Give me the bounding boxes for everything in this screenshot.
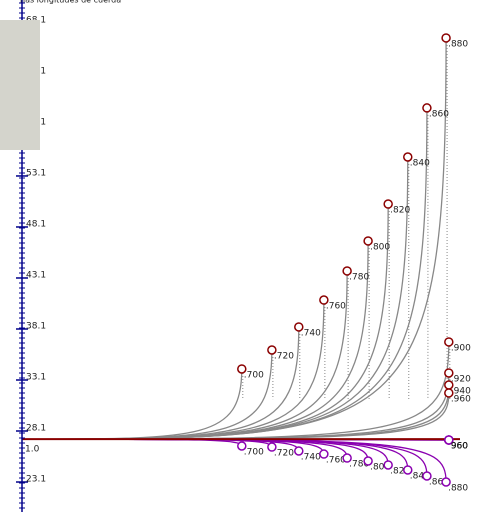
point-label: .960 <box>451 394 471 404</box>
point <box>403 152 413 162</box>
point-label: .760 <box>326 456 346 466</box>
y-tick-label: 38.1 <box>26 321 46 331</box>
y-tick-label: 33.1 <box>26 372 46 382</box>
point <box>319 449 329 459</box>
point-label: 960 <box>451 441 468 451</box>
point-label: .860 <box>429 477 449 487</box>
y-tick-label: 53.1 <box>26 168 46 178</box>
point <box>441 477 451 487</box>
point-label: .820 <box>390 466 410 476</box>
point <box>294 446 304 456</box>
chart-title: nas longitudes de cuerda <box>20 0 121 5</box>
curve <box>21 204 389 440</box>
point-label: .740 <box>301 328 321 338</box>
point-label: .720 <box>274 449 294 459</box>
point <box>422 471 432 481</box>
point <box>444 368 454 378</box>
curve <box>21 240 369 440</box>
curve <box>21 300 325 440</box>
point-label: .940 <box>451 386 471 396</box>
point-label: .860 <box>429 109 449 119</box>
curve <box>21 326 300 440</box>
point <box>267 442 277 452</box>
curve <box>21 350 273 440</box>
annotation: 1.0 <box>25 445 40 455</box>
curve <box>21 438 447 483</box>
point <box>342 266 352 276</box>
point-label: .760 <box>326 302 346 312</box>
point <box>422 103 432 113</box>
point-label: .720 <box>274 352 294 362</box>
point-label: 960 <box>451 441 468 451</box>
point <box>319 295 329 305</box>
point-label: .900 <box>451 343 471 353</box>
point-label: .840 <box>410 158 430 168</box>
point <box>444 388 454 398</box>
point-label: .800 <box>370 462 390 472</box>
point <box>237 364 247 374</box>
y-tick-label: 23.1 <box>26 475 46 485</box>
y-tick-label: 48.1 <box>26 219 46 229</box>
point-label: .780 <box>349 460 369 470</box>
point <box>237 441 247 451</box>
point <box>383 460 393 470</box>
point <box>363 456 373 466</box>
curve <box>21 270 348 440</box>
point <box>441 33 451 43</box>
point <box>342 453 352 463</box>
curve <box>21 37 447 440</box>
overlay-panel <box>0 20 40 150</box>
point-label: .920 <box>451 374 471 384</box>
point-label: 960 <box>451 441 468 451</box>
point-label: .700 <box>244 370 264 380</box>
point-label: .820 <box>390 206 410 216</box>
point <box>267 345 277 355</box>
point-label: .880 <box>448 484 468 494</box>
point <box>294 322 304 332</box>
point <box>444 337 454 347</box>
point <box>444 435 454 445</box>
curve <box>21 156 409 440</box>
point-label: .740 <box>301 452 321 462</box>
point-label: .700 <box>244 447 264 457</box>
point-label: .780 <box>349 272 369 282</box>
y-tick-label: 43.1 <box>26 270 46 280</box>
point <box>383 199 393 209</box>
point-label: .800 <box>370 242 390 252</box>
curve <box>21 368 243 440</box>
point-label: 960 <box>451 441 468 451</box>
y-tick-label: 28.1 <box>26 424 46 434</box>
point <box>403 465 413 475</box>
point-label: .840 <box>410 471 430 481</box>
point <box>363 236 373 246</box>
point-label: .880 <box>448 39 468 49</box>
